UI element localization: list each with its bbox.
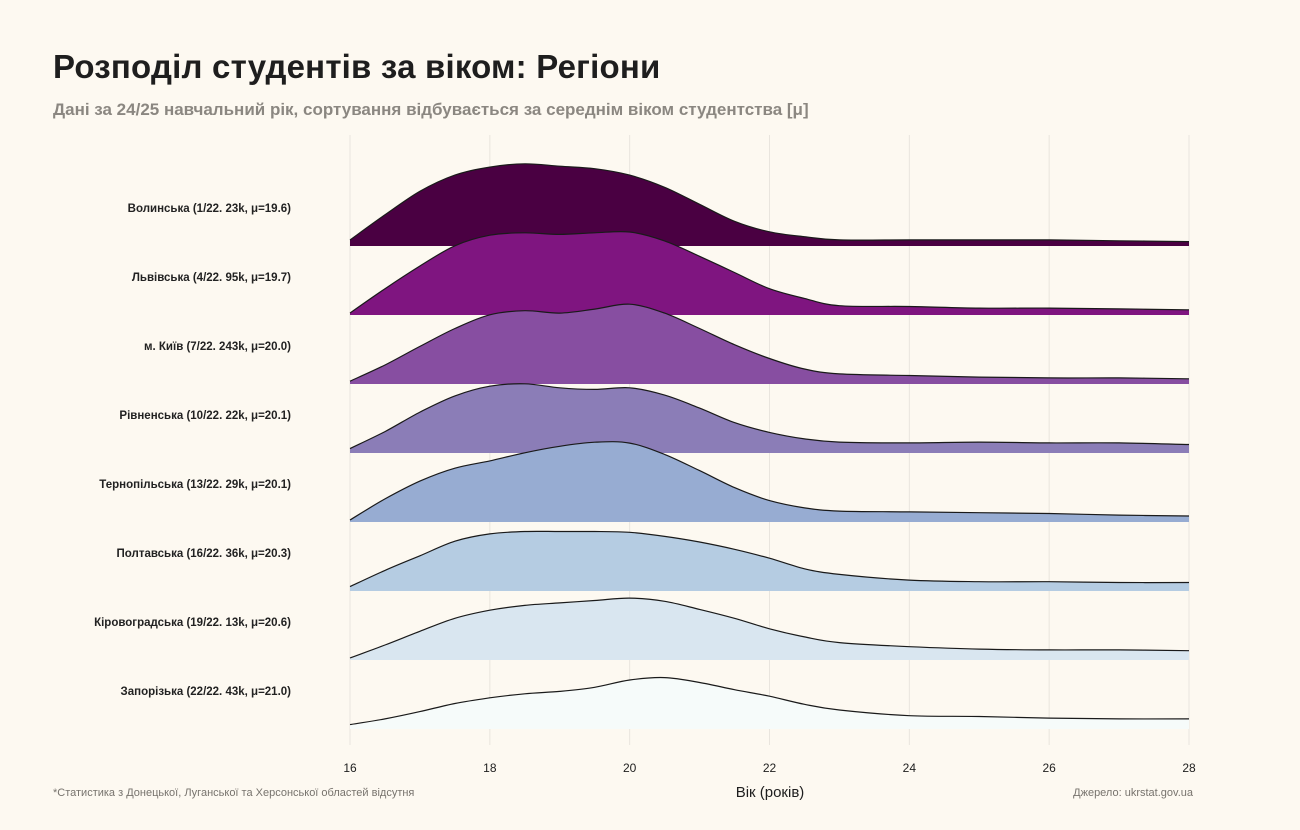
series-label: Волинська (1/22. 23k, μ=19.6) <box>128 203 291 215</box>
ridge-line <box>349 530 1190 588</box>
ridge-area <box>350 163 1189 246</box>
chart-title: Розподіл студентів за віком: Регіони <box>53 48 661 85</box>
x-tick-label: 16 <box>343 761 357 775</box>
x-tick-label: 20 <box>623 761 637 775</box>
series-label: Тернопільська (13/22. 29k, μ=20.1) <box>99 479 291 491</box>
series-label: Кіровоградська (19/22. 13k, μ=20.6) <box>94 617 291 629</box>
ridge-line <box>349 441 1190 521</box>
ridge-area <box>350 231 1189 315</box>
x-tick-label: 28 <box>1182 761 1196 775</box>
ridge-area <box>350 531 1189 591</box>
footnote: *Статистика з Донецької, Луганської та Х… <box>53 787 415 799</box>
x-tick-label: 18 <box>483 761 497 775</box>
x-tick-label: 22 <box>763 761 777 775</box>
ridge-area <box>350 383 1189 453</box>
ridge-line <box>349 163 1190 243</box>
chart-subtitle: Дані за 24/25 навчальний рік, сортування… <box>53 100 809 119</box>
series-label: Львівська (4/22. 95k, μ=19.7) <box>132 272 291 284</box>
x-tick-label: 26 <box>1042 761 1056 775</box>
ridge-area <box>350 441 1189 522</box>
ridge-line <box>349 383 1190 450</box>
ridge-line <box>349 597 1190 659</box>
ridge-area <box>350 304 1189 384</box>
ridge-line <box>349 303 1190 382</box>
ridge-line <box>349 676 1190 726</box>
x-axis-label: Вік (років) <box>735 784 805 801</box>
x-tick-label: 24 <box>903 761 917 775</box>
series-label: м. Київ (7/22. 243k, μ=20.0) <box>144 341 291 353</box>
series-label: Полтавська (16/22. 36k, μ=20.3) <box>117 548 292 560</box>
source-note: Джерело: ukrstat.gov.ua <box>1073 787 1193 799</box>
series-label: Запорізька (22/22. 43k, μ=21.0) <box>121 686 292 698</box>
ridge-line <box>349 230 1190 314</box>
series-label: Рівненська (10/22. 22k, μ=20.1) <box>119 410 291 422</box>
ridge-area <box>350 677 1189 729</box>
